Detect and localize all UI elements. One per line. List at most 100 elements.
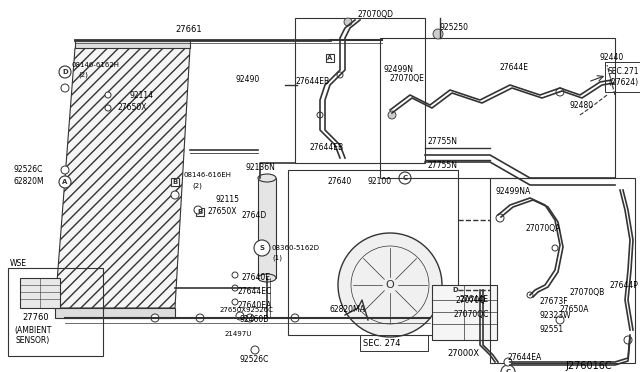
Text: 2764D: 2764D [242,211,268,219]
Text: 27640EA: 27640EA [238,301,272,310]
Text: B: B [197,209,203,215]
Circle shape [291,314,299,322]
Text: 27650A: 27650A [560,305,589,314]
Text: 92480: 92480 [570,100,594,109]
Circle shape [399,172,411,184]
Bar [258,178,276,278]
Circle shape [504,358,512,366]
Text: 92100: 92100 [368,177,392,186]
Bar [20,278,60,308]
Text: 27070QD: 27070QD [358,10,394,19]
Circle shape [556,88,564,96]
Bar [196,208,204,216]
Text: 27661: 27661 [175,26,202,35]
Circle shape [171,191,179,199]
Text: SEC.271: SEC.271 [608,67,639,77]
Text: 92526C: 92526C [13,166,42,174]
Text: 92499NA: 92499NA [495,187,531,196]
Text: (2): (2) [78,72,88,78]
Text: 27644P: 27644P [610,280,639,289]
Bar [490,178,635,363]
Text: 27644EA: 27644EA [508,353,542,362]
Text: (2): (2) [192,183,202,189]
Bar [451,286,459,294]
Text: 27644EC: 27644EC [238,288,272,296]
Circle shape [552,245,558,251]
Bar [605,62,640,92]
Circle shape [251,346,259,354]
Text: 92136N: 92136N [245,163,275,171]
Circle shape [236,312,244,320]
Text: 27640: 27640 [328,177,352,186]
Circle shape [246,314,254,322]
Bar [288,170,458,335]
Circle shape [388,111,396,119]
Text: 08146-6162H: 08146-6162H [72,62,120,68]
Polygon shape [75,40,190,48]
Text: WSE: WSE [10,259,27,267]
Text: C: C [506,369,511,372]
Text: 27644EB: 27644EB [295,77,329,87]
Text: 27070QE: 27070QE [390,74,425,83]
Text: 27640E: 27640E [242,273,271,282]
Circle shape [556,316,564,324]
Text: C: C [403,175,408,181]
Circle shape [317,112,323,118]
Text: 27755N: 27755N [428,160,458,170]
Text: A: A [327,55,333,61]
Text: 92499N: 92499N [383,65,413,74]
Circle shape [501,365,515,372]
Text: 27650X: 27650X [118,103,147,112]
Bar [326,54,334,62]
Text: 92490: 92490 [235,76,259,84]
Text: (1): (1) [272,255,282,261]
Text: 08360-5162D: 08360-5162D [272,245,320,251]
Circle shape [61,166,69,174]
Text: 27070QA: 27070QA [525,224,561,232]
Ellipse shape [258,274,276,282]
Circle shape [433,29,443,39]
Bar [360,335,428,351]
Circle shape [624,336,632,344]
Text: 92460B: 92460B [240,315,269,324]
Text: 21497U: 21497U [225,331,252,337]
Circle shape [496,214,504,222]
Circle shape [527,292,533,298]
Text: (27624): (27624) [608,78,638,87]
Text: S: S [259,245,264,251]
Circle shape [59,176,71,188]
Bar [380,38,615,178]
Ellipse shape [258,174,276,182]
Text: 27070QC: 27070QC [453,311,488,320]
Text: 27650X92526C: 27650X92526C [220,307,274,313]
Text: D: D [62,69,68,75]
Text: 27644E: 27644E [460,295,489,305]
Circle shape [232,285,238,291]
Circle shape [194,206,202,214]
Text: 92114: 92114 [130,90,154,99]
Text: O: O [386,280,394,290]
Text: 62820M: 62820M [13,177,44,186]
Text: B: B [172,179,178,185]
Text: SEC. 274: SEC. 274 [363,339,401,347]
Text: 27000X: 27000X [447,349,479,357]
Circle shape [232,272,238,278]
Polygon shape [55,48,190,308]
Text: SENSOR): SENSOR) [16,336,51,344]
Bar [8,268,103,356]
Text: 92526C: 92526C [240,356,269,365]
Text: 27070QB: 27070QB [570,288,605,296]
Circle shape [232,299,238,305]
Text: 92440: 92440 [600,54,624,62]
Circle shape [344,18,352,26]
Circle shape [337,72,343,78]
Text: 08146-616EH: 08146-616EH [183,172,231,178]
Bar [171,178,179,186]
Text: 27070Q: 27070Q [455,295,485,305]
Text: 27650X: 27650X [208,208,237,217]
Circle shape [105,92,111,98]
Text: 92323W: 92323W [540,311,572,321]
Text: 92551: 92551 [540,326,564,334]
Text: 27760: 27760 [22,314,49,323]
Text: 27644E: 27644E [500,64,529,73]
